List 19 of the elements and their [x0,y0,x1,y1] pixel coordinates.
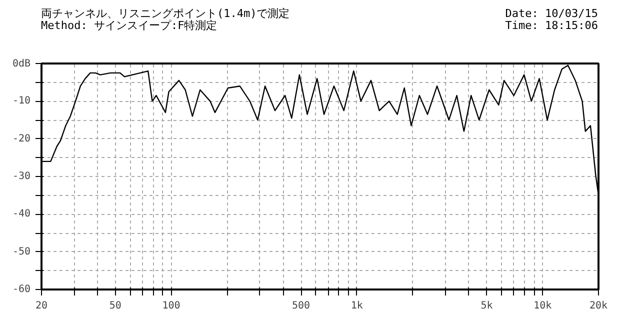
y-tick-label: -40 [12,208,30,220]
text: Method: サインスイープ:F特測定 [41,19,218,32]
y-tick-label: 0dB [12,58,30,70]
y-tick-label: -30 [12,171,30,182]
x-tick-label: 10k [534,300,552,312]
y-tick-label: -60 [12,284,30,295]
y-tick-label: -50 [12,246,30,258]
x-tick-label: 5k [480,300,493,312]
text: Date: 10/03/15 [505,7,598,20]
y-tick-label: -10 [12,96,30,107]
y-tick-label: -20 [12,133,30,144]
x-tick-label: 20k [589,300,608,312]
x-tick-label: 100 [162,300,180,312]
x-tick-label: 20 [35,300,48,312]
x-tick-label: 50 [109,300,122,312]
x-tick-label: 500 [292,300,310,312]
chart-subtitle: 両チャンネル、リスニングポイント(1.4m)で測定 [41,7,290,20]
x-tick-label: 1k [350,300,363,312]
text: Time: 18:15:06 [505,19,598,32]
